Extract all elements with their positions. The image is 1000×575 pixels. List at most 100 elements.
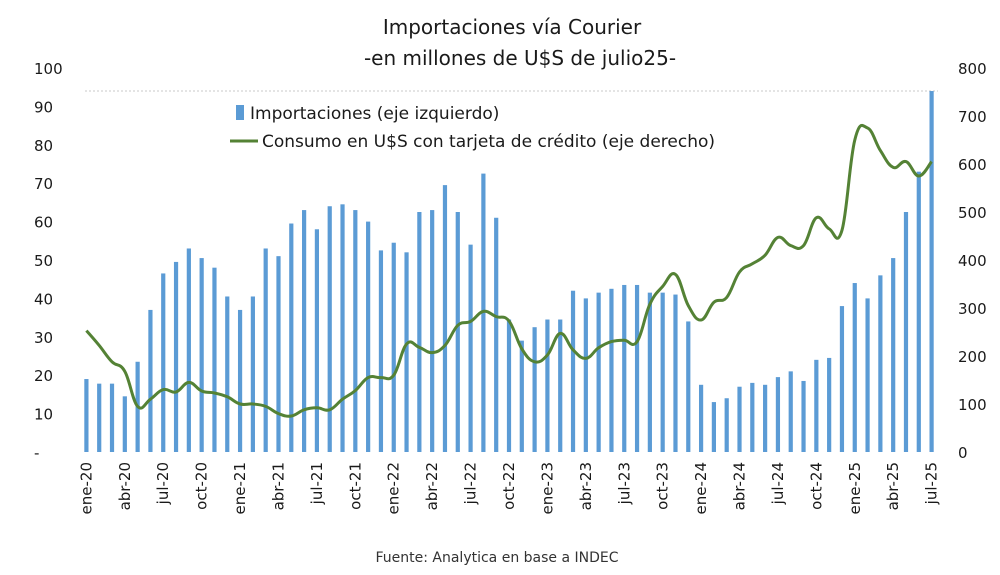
bar [698,384,704,452]
bar [225,296,230,452]
bar [878,275,883,452]
x-tick-label: ene-25 [846,462,864,514]
left-tick-label: - [34,444,39,462]
bar [442,185,448,452]
bar [327,206,332,452]
bar [302,210,307,452]
bar [519,340,524,452]
bar [865,298,870,452]
chart-title: Importaciones vía Courier [383,15,642,39]
x-tick-label: jul-25 [923,462,941,505]
bar [263,248,268,452]
x-tick-label: jul-24 [769,462,787,505]
left-axis: - 10 20 30 40 50 60 70 80 90 100 [34,60,63,462]
right-tick-label: 700 [958,108,987,126]
x-tick-label: ene-22 [385,462,403,514]
bar [891,258,896,452]
bar [84,379,89,452]
bar [814,359,819,452]
left-tick-label: 20 [34,367,53,385]
bar [711,402,716,452]
left-tick-label: 50 [34,252,53,270]
source-note: Fuente: Analytica en base a INDEC [375,550,618,566]
bar [801,380,806,452]
bar [186,248,191,452]
bar [532,327,537,452]
x-tick-label: ene-21 [231,462,249,514]
bar [737,386,742,452]
right-tick-label: 200 [958,348,987,366]
right-tick-label: 600 [958,156,987,174]
x-tick-label: ene-24 [692,462,710,514]
bar [289,223,294,452]
left-tick-label: 100 [34,60,63,78]
bar [916,171,921,452]
left-tick-label: 30 [34,329,53,347]
bar [647,292,652,452]
bar [506,319,512,452]
bar [558,319,563,452]
x-tick-label: oct-20 [193,462,211,510]
bar [852,283,857,452]
series-line [85,123,933,418]
x-tick-label: abr-23 [577,462,595,510]
chart-subtitle: -en millones de U$S de julio25- [364,46,676,70]
left-tick-label: 70 [34,175,53,193]
bar [250,296,255,452]
right-axis: 0 100 200 300 400 500 600 700 800 [958,60,987,462]
bar [404,252,409,452]
bar [314,229,320,452]
bar [97,383,102,452]
x-axis: ene-20 abr-20 jul-20 oct-20 ene-21 abr-21 jul-… [77,462,940,514]
left-tick-label: 10 [34,406,53,424]
bar [122,396,127,452]
bar [622,284,627,452]
x-tick-label: abr-20 [116,462,134,510]
x-tick-label: jul-21 [308,462,326,505]
legend-label-bar: Importaciones (eje izquierdo) [250,104,499,124]
bar [763,384,768,452]
right-tick-label: 800 [958,60,987,78]
bar [903,212,909,452]
bar [276,256,281,452]
x-tick-label: abr-25 [884,462,902,510]
x-tick-label: abr-24 [731,462,749,510]
bar [468,244,473,452]
x-tick-label: jul-20 [154,462,172,505]
bar [340,204,345,452]
legend-swatch-bar [236,105,244,120]
bar [366,221,371,452]
bar [148,309,153,452]
bar [378,250,384,452]
x-tick-label: ene-20 [77,462,95,514]
x-tick-label: oct-23 [654,462,672,510]
bar [929,91,934,452]
x-tick-label: abr-22 [423,462,441,510]
bar [839,306,845,452]
bar [609,288,614,452]
bar [750,382,755,452]
line-layer [85,123,933,418]
x-tick-label: ene-23 [538,462,556,514]
bar [173,261,179,452]
bar [788,371,793,452]
bar [673,294,678,452]
bars-layer [84,91,934,452]
bar [353,210,358,452]
bar [199,258,204,452]
bar [161,273,166,452]
x-tick-label: jul-22 [462,462,480,505]
left-tick-label: 80 [34,137,53,155]
bar [724,398,729,452]
right-tick-label: 100 [958,396,987,414]
bar [775,377,781,452]
right-tick-label: 0 [958,444,968,462]
bar [391,242,396,452]
x-tick-label: abr-21 [269,462,287,510]
bar [109,383,115,452]
bar [430,210,435,452]
bar [570,290,576,452]
bar [827,357,832,452]
bar [686,321,691,452]
